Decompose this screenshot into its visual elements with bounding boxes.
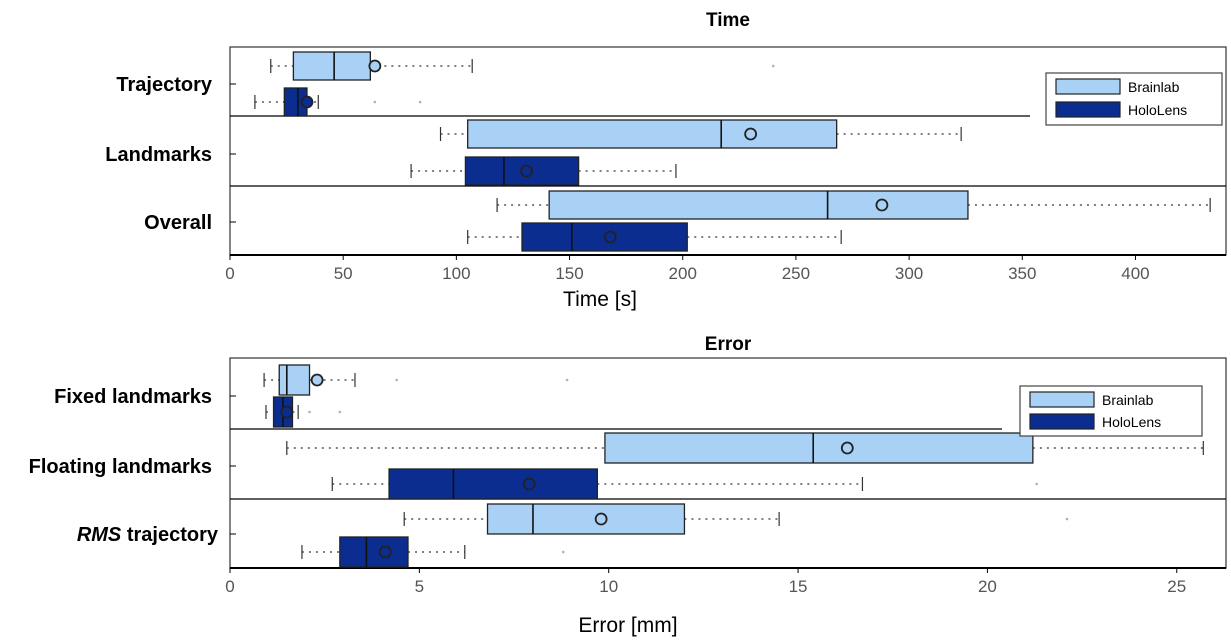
box-brainlab-landmarks <box>439 119 962 149</box>
iqr-box <box>278 364 311 396</box>
mean-marker <box>368 59 382 73</box>
outlier-point <box>771 64 775 68</box>
box-hololens-rms-trajectory <box>301 536 565 568</box>
mean-marker <box>840 441 854 455</box>
iqr-box <box>486 503 686 535</box>
mean-marker <box>522 477 536 491</box>
outlier-point <box>418 100 422 104</box>
x-tick-label: 400 <box>1121 264 1149 283</box>
iqr-box <box>339 536 409 568</box>
box-hololens-trajectory <box>254 87 422 117</box>
box-hololens-landmarks <box>410 156 677 186</box>
category-label: Trajectory <box>116 74 212 96</box>
x-tick-label: 5 <box>415 577 424 596</box>
x-axis-label: Error [mm] <box>578 614 677 637</box>
outlier-point <box>395 378 398 382</box>
category-label: Floating landmarks <box>29 456 212 478</box>
mean-marker <box>378 545 392 559</box>
box-brainlab-trajectory <box>270 51 775 81</box>
x-tick-label: 15 <box>789 577 808 596</box>
legend-swatch <box>1055 78 1121 95</box>
category-label: Overall <box>144 212 212 234</box>
iqr-box <box>467 119 838 149</box>
x-tick-label: 20 <box>978 577 997 596</box>
outlier-point <box>338 410 342 414</box>
x-tick-label: 250 <box>782 264 810 283</box>
x-tick-label: 0 <box>225 264 234 283</box>
x-tick-label: 50 <box>334 264 353 283</box>
iqr-box <box>604 432 1034 464</box>
legend-label: Brainlab <box>1102 392 1154 408</box>
panel-error: Error 0 5 10 15 20 25 Error [mm] Fixed landmarks… <box>29 334 1227 637</box>
mean-marker <box>875 198 889 212</box>
legend: Brainlab HoloLens <box>1045 72 1223 126</box>
x-tick-label: 300 <box>895 264 923 283</box>
box-brainlab-floating-landmarks <box>286 432 1204 464</box>
mean-marker <box>520 164 533 178</box>
x-tick-label: 200 <box>669 264 697 283</box>
category-label: Fixed landmarks <box>54 386 212 408</box>
panel-time: Time 0 50 100 150 200 250 300 350 400 Time [s] Traj… <box>105 10 1227 311</box>
x-tick-label: 350 <box>1008 264 1036 283</box>
chart-title: Error <box>705 334 752 355</box>
x-tick-label: 0 <box>225 577 234 596</box>
x-tick-label: 25 <box>1167 577 1186 596</box>
legend-swatch <box>1029 391 1095 408</box>
x-tick-label: 100 <box>442 264 470 283</box>
category-label: RMS trajectory <box>77 524 219 546</box>
iqr-box <box>388 468 598 500</box>
chart-title: Time <box>706 10 750 31</box>
outlier-point <box>1065 517 1069 521</box>
outlier-point <box>565 378 569 382</box>
outlier-point <box>1035 482 1038 486</box>
legend-label: Brainlab <box>1128 79 1180 95</box>
box-hololens-floating-landmarks <box>331 468 1038 500</box>
box-hololens-fixed-landmarks <box>265 396 342 428</box>
legend-swatch <box>1029 413 1095 430</box>
legend-label: HoloLens <box>1128 102 1187 118</box>
legend: Brainlab HoloLens <box>1019 385 1203 437</box>
box-brainlab-fixed-landmarks <box>263 364 569 396</box>
mean-marker <box>744 127 758 141</box>
mean-marker <box>310 373 324 387</box>
x-tick-label: 150 <box>555 264 583 283</box>
outlier-point <box>373 100 377 104</box>
legend-swatch <box>1055 101 1121 118</box>
mean-marker <box>603 230 617 244</box>
x-axis-label: Time [s] <box>563 288 637 311</box>
box-brainlab-rms-trajectory <box>403 503 1069 535</box>
iqr-box <box>548 190 969 220</box>
x-tick-label: 10 <box>599 577 618 596</box>
mean-marker <box>280 405 294 419</box>
box-hololens-overall <box>467 222 842 252</box>
outlier-point <box>308 410 311 414</box>
iqr-box <box>292 51 371 81</box>
mean-marker <box>300 95 314 109</box>
box-brainlab-overall <box>496 190 1211 220</box>
mean-marker <box>594 512 608 526</box>
outlier-point <box>561 550 565 554</box>
category-label: Landmarks <box>105 144 212 166</box>
legend-label: HoloLens <box>1102 414 1161 430</box>
